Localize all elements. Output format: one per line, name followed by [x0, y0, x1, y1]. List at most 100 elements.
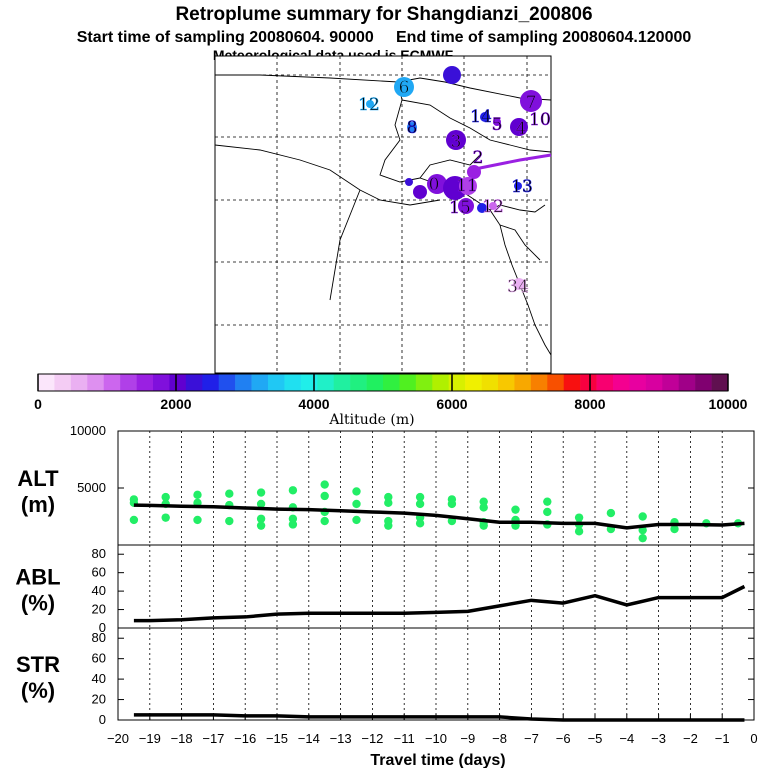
x-tick-label: −3 [651, 731, 666, 746]
colorbar-swatch [383, 374, 400, 391]
altitude-dot [320, 491, 329, 501]
colorbar-swatch [185, 374, 203, 391]
plume-time-label: 11 [456, 176, 478, 196]
altitude-dot [320, 516, 329, 526]
colorbar-swatch [251, 374, 269, 391]
colorbar-swatch [662, 374, 680, 391]
colorbar-swatch [645, 374, 663, 391]
y-tick-label: 10000 [70, 423, 106, 438]
colorbar-swatch [613, 374, 630, 391]
x-tick-label: −9 [460, 731, 475, 746]
colorbar-swatch [218, 374, 236, 391]
x-tick-label: −18 [171, 731, 193, 746]
plume-marker [405, 178, 413, 186]
x-tick-label: −20 [107, 731, 129, 746]
time-series-panels: 500010000ALT(m)020406080ABL(%)020406080S… [15, 423, 757, 746]
plume-marker [514, 182, 522, 190]
altitude-dot [384, 521, 393, 530]
plume-marker [520, 90, 542, 112]
altitude-dot [256, 514, 266, 523]
x-tick-label: −12 [361, 731, 383, 746]
plume-marker [443, 66, 461, 84]
y-tick-label: 40 [92, 671, 106, 686]
sampling-times: Start time of sampling 20080604. 90000 E… [77, 29, 692, 46]
altitude-dot [479, 503, 488, 512]
altitude-dot [352, 487, 361, 496]
plume-marker [446, 130, 466, 150]
colorbar-swatch [300, 374, 318, 391]
x-tick-label: −8 [492, 731, 507, 746]
altitude-dot [288, 486, 298, 495]
colorbar-swatch [268, 374, 285, 391]
plume-time-label: 3 [451, 132, 462, 152]
colorbar-swatch [498, 374, 515, 391]
y-tick-label: 60 [92, 565, 106, 580]
panel-unit-label: (%) [21, 678, 55, 703]
altitude-dot [574, 527, 584, 536]
colorbar-swatch [514, 374, 532, 391]
altitude-dot [161, 513, 170, 522]
panel-unit-label: (%) [21, 591, 55, 616]
altitude-dot [447, 499, 457, 509]
colorbar-swatch [103, 374, 121, 391]
plume-time-label: 4 [516, 119, 527, 139]
plume-time-label: 12 [358, 95, 380, 115]
x-tick-label: −14 [298, 731, 320, 746]
plume-time-labels: 12 6 8 3 14 5 4 107 2 0 11 13 15 12 34 [358, 78, 551, 298]
x-tick-label: −16 [234, 731, 256, 746]
colorbar-swatch [333, 374, 351, 391]
colorbar-tick-label: 2000 [160, 396, 191, 412]
median-line [133, 713, 745, 722]
colorbar-swatch [481, 374, 499, 391]
x-axis-label: Travel time (days) [370, 752, 505, 768]
plume-time-label: 8 [407, 118, 418, 138]
colorbar-swatch [235, 374, 252, 391]
altitude-dot [415, 492, 425, 502]
x-tick-label: −11 [394, 731, 415, 746]
plume-marker [458, 198, 474, 214]
plume-path [366, 66, 552, 290]
colorbar-tick-label: 4000 [298, 396, 329, 412]
colorbar-tick-label: 0 [34, 396, 42, 412]
y-tick-label: 0 [99, 620, 106, 635]
x-tick-label: −5 [588, 731, 603, 746]
plume-marker [413, 185, 427, 199]
altitude-dot [193, 515, 202, 525]
altitude-dot [256, 488, 266, 497]
y-tick-label: 80 [92, 546, 106, 561]
altitude-dot [225, 516, 234, 526]
panel-label: ALT [17, 466, 59, 491]
y-tick-label: 20 [92, 692, 106, 707]
altitude-dot [256, 521, 266, 530]
colorbar-tick-label: 8000 [574, 396, 605, 412]
colorbar-swatch [120, 374, 137, 391]
panel-alt: 5000 10000 ALT(m) [17, 423, 755, 546]
plume-time-label: 10 [529, 110, 551, 130]
colorbar-swatch [547, 374, 565, 391]
colorbar-label: Altitude (m) [328, 412, 414, 428]
colorbar-swatch [87, 374, 105, 391]
colorbar-swatch [432, 374, 450, 391]
plume-time-label: 12 [482, 197, 504, 217]
y-tick-label: 0 [99, 712, 106, 727]
plume-marker [513, 278, 525, 290]
altitude-colorbar: 0 2000 4000 6000 8000 10000 [34, 373, 748, 412]
altitude-dot [511, 505, 520, 514]
colorbar-swatch [465, 374, 482, 391]
coastlines-and-borders [214, 74, 552, 356]
panel-label: STR [16, 652, 60, 677]
x-tick-label: −7 [524, 731, 539, 746]
colorbar-swatch [54, 374, 72, 391]
plume-time-label: 7 [526, 93, 537, 113]
colorbar-swatch [678, 374, 696, 391]
altitude-dot [384, 498, 393, 508]
altitude-dot [288, 520, 298, 529]
median-line [133, 584, 746, 623]
x-tick-label: −10 [425, 731, 447, 746]
panel-label: ABL [15, 565, 60, 590]
colorbar-swatch [711, 374, 729, 391]
colorbar-tick-label: 6000 [436, 396, 467, 412]
altitude-dot [225, 489, 234, 498]
colorbar-swatch [415, 374, 433, 391]
